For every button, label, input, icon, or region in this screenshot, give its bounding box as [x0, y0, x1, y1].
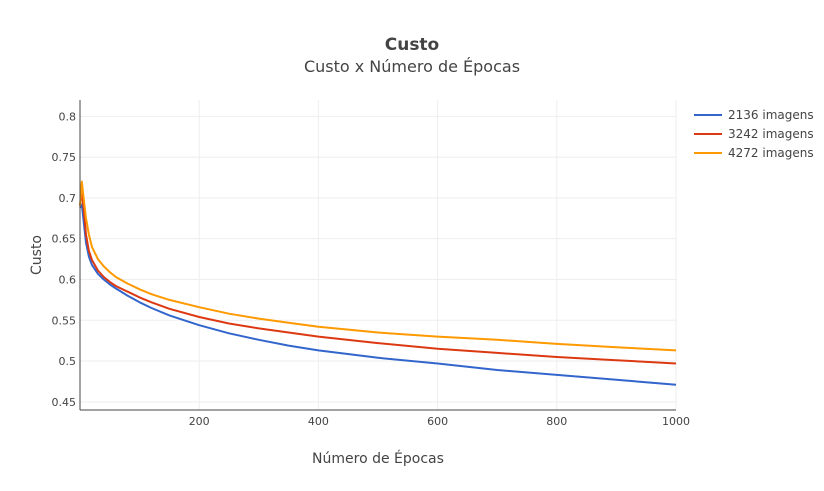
tick-labels: 0.45 0.5 0.55 0.6 0.65 0.7 0.75 0.8 200 400 600 800…	[52, 110, 691, 428]
series-line-1	[79, 190, 677, 365]
legend-item-0[interactable]: 2136 imagens	[694, 108, 814, 122]
x-tick-label: 200	[189, 415, 210, 428]
x-tick-label: 1000	[662, 415, 690, 428]
y-tick-label: 0.5	[59, 355, 77, 368]
legend-label: 2136 imagens	[728, 108, 814, 122]
y-tick-label: 0.75	[52, 151, 77, 164]
legend-label: 3242 imagens	[728, 127, 814, 141]
x-tick-label: 600	[427, 415, 448, 428]
legend-item-1[interactable]: 3242 imagens	[694, 127, 814, 141]
chart-title: Custo	[385, 35, 440, 55]
y-tick-label: 0.55	[52, 314, 77, 327]
y-axis-label: Custo	[29, 235, 45, 275]
y-tick-label: 0.7	[59, 192, 77, 205]
chart-subtitle: Custo x Número de Épocas	[304, 57, 520, 76]
series-lines	[79, 180, 677, 386]
series-line-0	[79, 203, 677, 386]
axes	[79, 100, 676, 411]
x-axis-label: Número de Épocas	[312, 450, 444, 467]
y-tick-label: 0.8	[59, 110, 77, 123]
y-tick-label: 0.65	[52, 233, 77, 246]
legend-item-2[interactable]: 4272 imagens	[694, 146, 814, 160]
series-line-2	[79, 180, 677, 352]
y-tick-label: 0.45	[52, 396, 77, 409]
x-tick-label: 400	[308, 415, 329, 428]
legend[interactable]: 2136 imagens 3242 imagens 4272 imagens	[694, 108, 814, 160]
x-tick-label: 800	[546, 415, 567, 428]
y-tick-label: 0.6	[59, 273, 77, 286]
grid	[80, 100, 677, 410]
legend-label: 4272 imagens	[728, 146, 814, 160]
